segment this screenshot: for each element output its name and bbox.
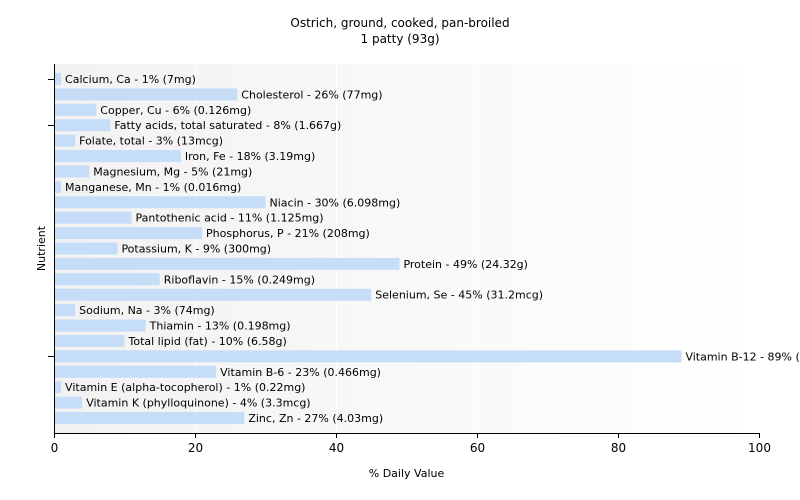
bars [55,73,682,424]
bar-label: Potassium, K - 9% (300mg) [121,243,271,256]
bar-label: Cholesterol - 26% (77mg) [241,88,382,101]
bar [55,88,238,101]
bar [55,273,160,286]
bar [55,412,245,424]
bar-label: Folate, total - 3% (13mcg) [79,135,223,148]
bar [55,180,62,193]
bar-label: Iron, Fe - 18% (3.19mg) [185,150,315,163]
bar [55,396,83,409]
bar-label: Pantothenic acid - 11% (1.125mg) [136,212,324,225]
bar [55,150,181,163]
bar [55,242,118,255]
bar-label: Vitamin B-12 - 89% (5.34mcg) [685,350,800,363]
x-tick-label: 40 [329,441,344,455]
bar [55,165,90,178]
bar-label: Fatty acids, total saturated - 8% (1.667… [114,119,341,132]
bar-label: Vitamin K (phylloquinone) - 4% (3.3mcg) [86,397,310,410]
bar-label: Vitamin B-6 - 23% (0.466mg) [220,366,381,379]
bar-label: Total lipid (fat) - 10% (6.58g) [128,335,287,348]
bar [55,119,111,132]
bar [55,257,400,270]
bar-label: Calcium, Ca - 1% (7mg) [65,73,196,86]
bar-label: Protein - 49% (24.32g) [403,258,528,271]
bar [55,103,97,116]
bar-label: Phosphorus, P - 21% (208mg) [206,227,370,240]
bar [55,365,217,378]
x-tick-label: 0 [51,441,59,455]
bar-label: Zinc, Zn - 27% (4.03mg) [248,412,383,425]
bar-label: Manganese, Mn - 1% (0.016mg) [65,181,241,194]
data-labels: Calcium, Ca - 1% (7mg) Cholesterol - 26% … [65,73,800,425]
bar [55,288,372,301]
bar [55,381,62,394]
bar-label: Vitamin E (alpha-tocopherol) - 1% (0.22m… [65,381,305,394]
grid-lines [195,64,760,433]
bar-label: Niacin - 30% (6.098mg) [270,196,401,209]
bar [55,196,266,209]
x-tick-label: 100 [748,441,771,455]
bar [55,334,125,347]
axes: 0 20 40 60 80 100 [48,64,771,455]
y-axis-title: Nutrient [35,225,48,271]
bar [55,319,146,332]
chart-subtitle: 1 patty (93g) [360,32,440,46]
bar-label: Sodium, Na - 3% (74mg) [79,304,215,317]
x-tick-label: 80 [611,441,626,455]
x-axis-title: % Daily Value [369,467,445,480]
bar [55,211,132,224]
bar-label: Thiamin - 13% (0.198mg) [149,320,291,333]
x-tick-label: 60 [470,441,485,455]
chart-title: Ostrich, ground, cooked, pan-broiled [290,16,510,30]
bar [55,134,76,147]
bar-label: Riboflavin - 15% (0.249mg) [164,273,315,286]
bar [55,73,62,85]
bar [55,350,682,363]
bar-label: Selenium, Se - 45% (31.2mcg) [375,289,543,302]
x-tick-label: 20 [188,441,203,455]
bar-label: Copper, Cu - 6% (0.126mg) [100,104,251,117]
bar [55,304,76,317]
bar [55,227,203,240]
bar-label: Magnesium, Mg - 5% (21mg) [93,165,252,178]
